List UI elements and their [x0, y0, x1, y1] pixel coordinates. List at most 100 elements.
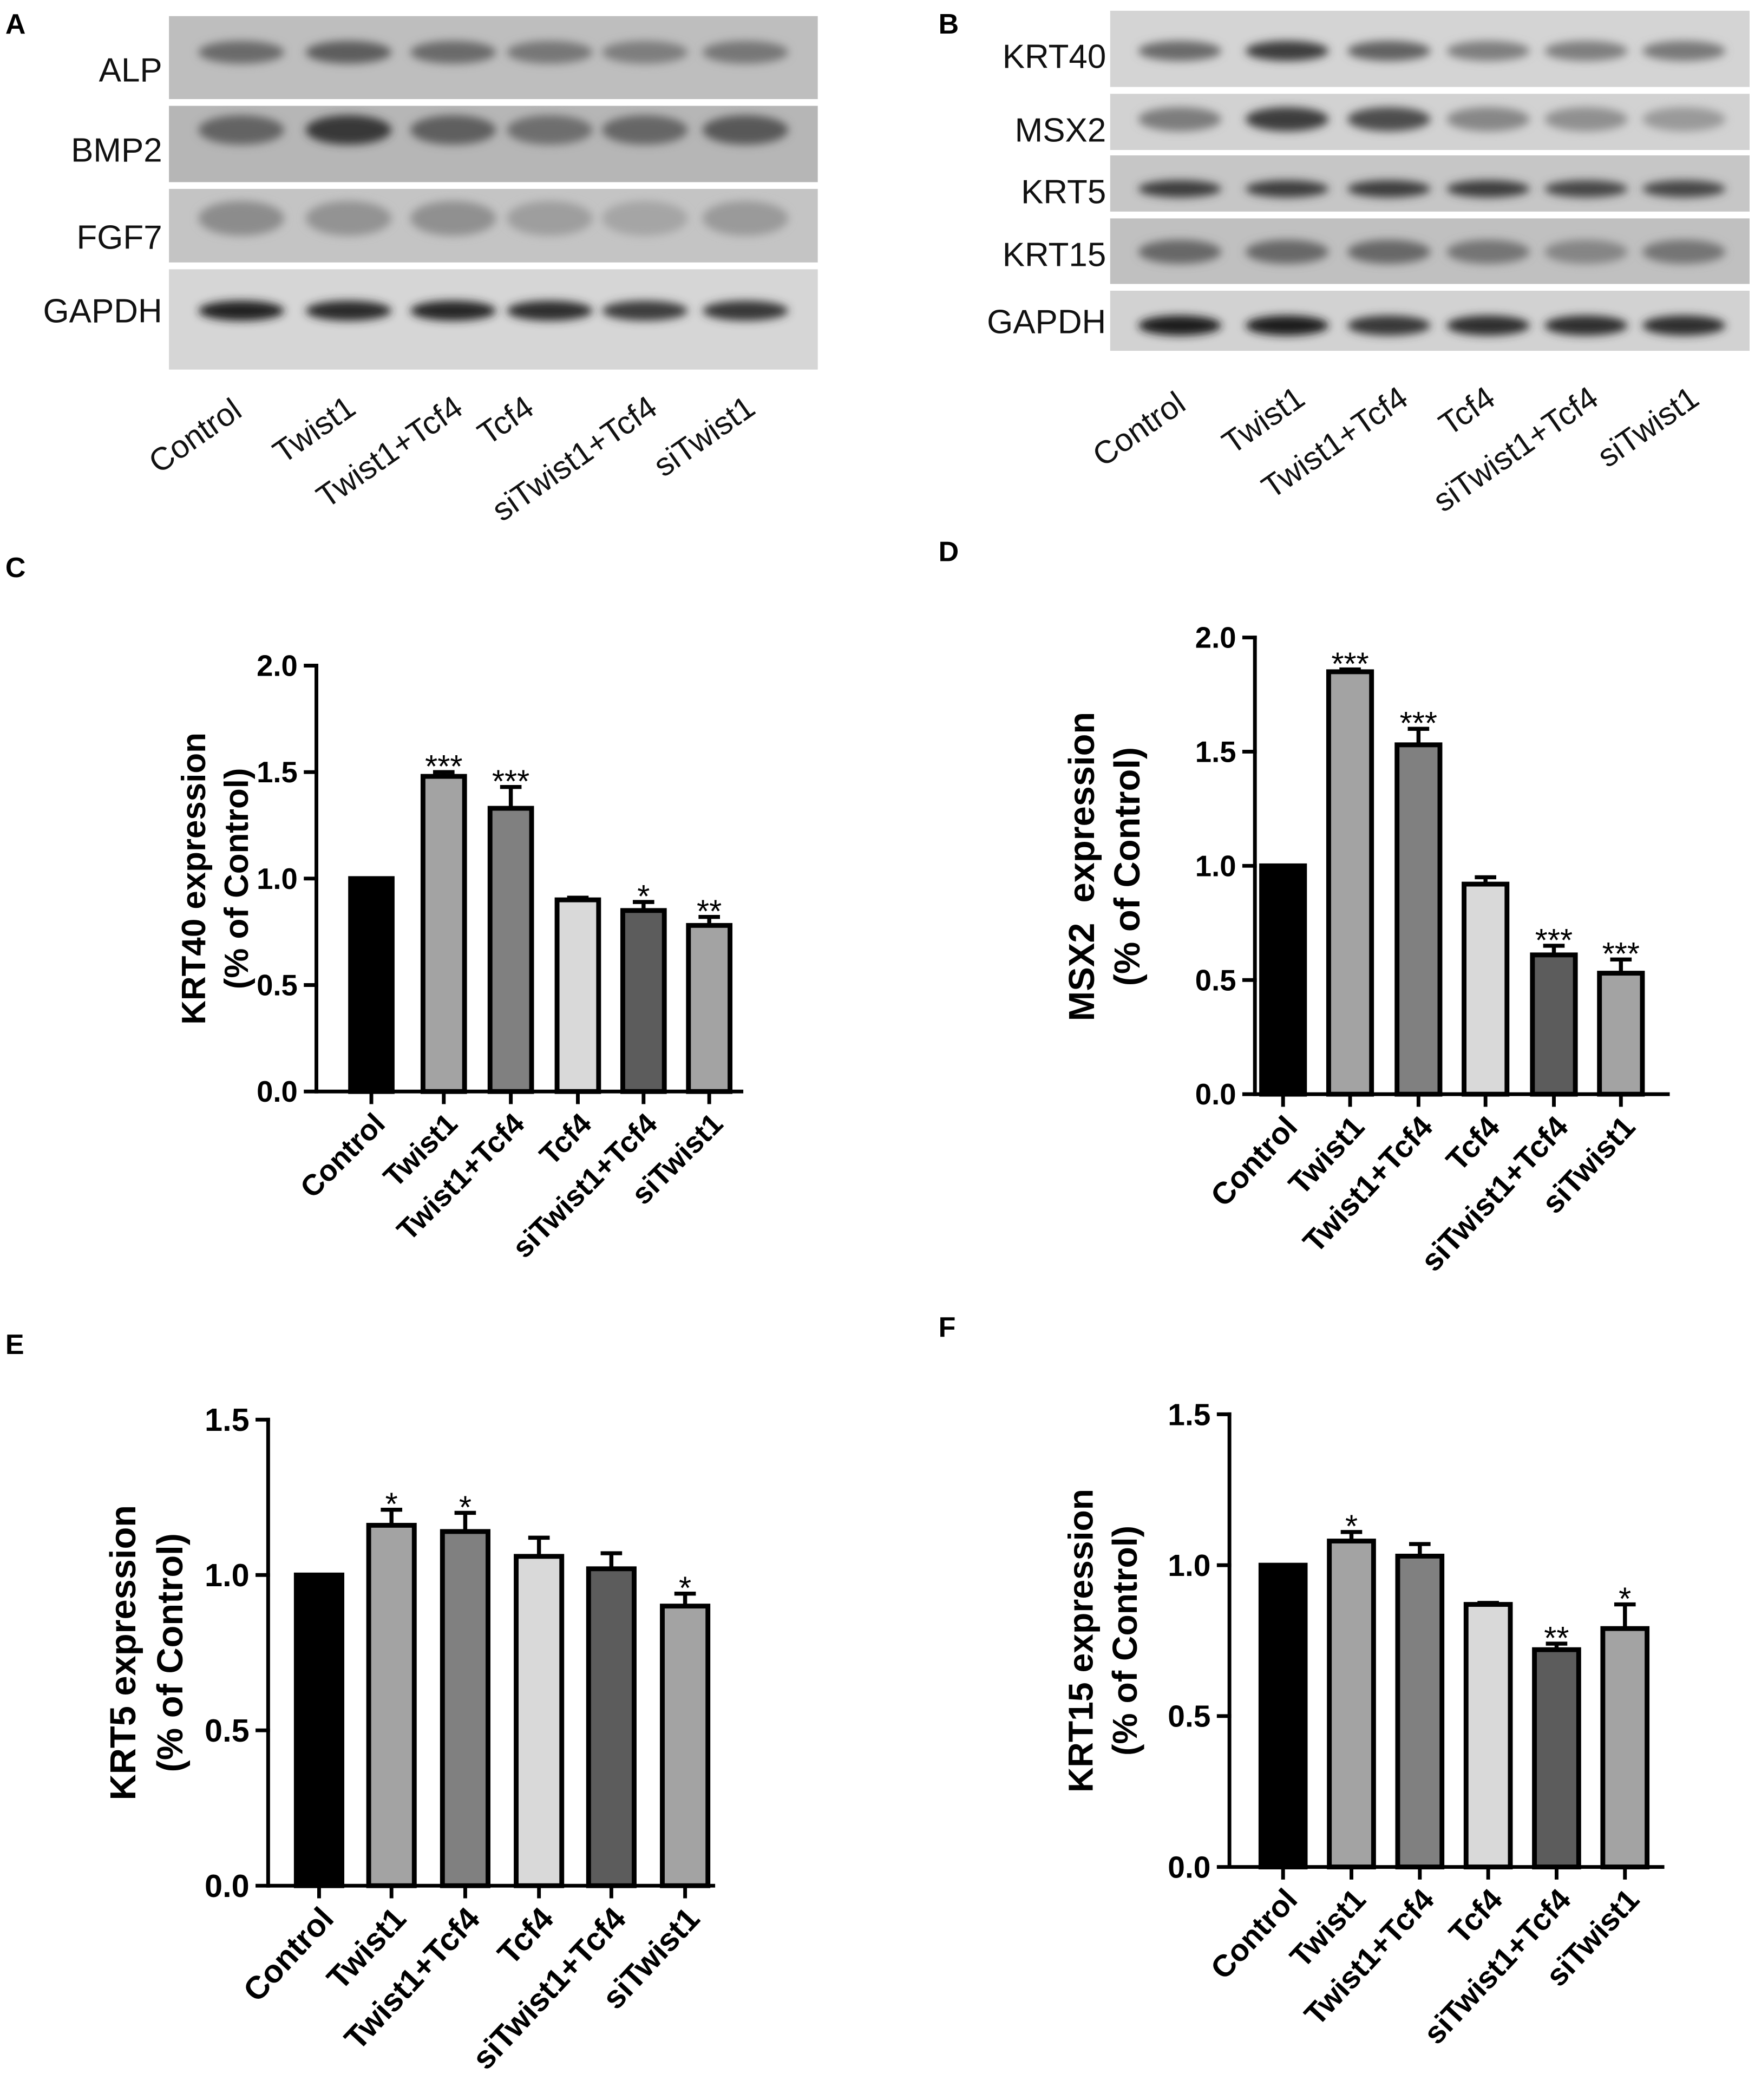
y-axis-subtitle: (% of Control) — [1105, 1526, 1144, 1756]
blot-band — [507, 41, 593, 64]
blot-band — [1138, 41, 1222, 61]
panel-d-bar-chart: D MSX2 expression (% of Control) *** *** *** *… — [939, 537, 1670, 1278]
blot-row-krt15 — [1110, 218, 1750, 284]
blot-lane-label-control: Control — [1086, 384, 1191, 474]
bar-sitwist1-tcf4 — [1530, 952, 1578, 1097]
bar-tcf4 — [1463, 1602, 1513, 1870]
blot-band — [1446, 180, 1530, 198]
blot-band — [1245, 180, 1329, 198]
blot-row-label: KRT5 — [1021, 173, 1106, 211]
panel-label: E — [5, 1329, 24, 1360]
blot-lane-label-tcf4: Tcf4 — [1432, 379, 1502, 442]
bar-control — [1258, 1562, 1308, 1870]
y-tick-label: 0.5 — [1195, 964, 1236, 997]
significance-marker: *** — [492, 763, 529, 800]
y-tick-label: 1.0 — [205, 1557, 250, 1593]
y-tick-label: 1.0 — [1195, 849, 1236, 882]
significance-marker: ** — [697, 893, 722, 930]
y-axis-subtitle: (% of Control) — [218, 768, 256, 989]
bar-sitwist1 — [1600, 1626, 1650, 1870]
blot-row-label: KRT40 — [1003, 38, 1106, 76]
bar-tcf4 — [1462, 881, 1510, 1097]
blot-row-krt40 — [1110, 10, 1750, 87]
blot-band — [702, 300, 789, 321]
blot-band — [602, 41, 688, 64]
blot-band — [410, 300, 496, 321]
y-tick-label: 2.0 — [1195, 622, 1236, 655]
blot-band — [410, 41, 496, 64]
bar-sitwist1-tcf4 — [586, 1566, 637, 1888]
panel-label: C — [5, 552, 26, 584]
blot-band — [602, 201, 688, 236]
bar-control — [1259, 863, 1307, 1097]
blot-row-label: FGF7 — [76, 219, 162, 257]
blot-row-label: KRT15 — [1003, 237, 1106, 274]
blot-band — [305, 300, 392, 321]
y-axis-title: MSX2 expression — [1062, 712, 1102, 1022]
bar-twist1-tcf4 — [1395, 1553, 1445, 1870]
blot-band — [602, 115, 688, 145]
y-tick-label: 0.5 — [205, 1712, 250, 1749]
blot-row-label: BMP2 — [71, 132, 162, 169]
blot-row-label: ALP — [99, 51, 162, 89]
blot-row-alp — [169, 16, 818, 100]
blot-strip — [169, 106, 818, 182]
y-tick-label: 1.0 — [257, 862, 298, 895]
blot-band — [1642, 239, 1726, 264]
blot-band — [1642, 180, 1726, 198]
bar-sitwist1-tcf4 — [620, 908, 667, 1094]
blot-band — [198, 41, 285, 64]
blot-band — [702, 115, 789, 145]
blot-row-msx2 — [1110, 94, 1750, 151]
panel-e-bar-chart: E KRT5 expression (% of Control) * * * 0.0 0.5 1… — [5, 1329, 716, 2076]
blot-band — [1138, 315, 1222, 336]
significance-marker: * — [1619, 1581, 1631, 1617]
y-tick-label: 0.0 — [1168, 1850, 1210, 1885]
y-tick-label: 1.5 — [205, 1402, 250, 1438]
y-tick-label: 1.5 — [1168, 1397, 1210, 1432]
significance-marker: *** — [425, 748, 462, 784]
blot-band — [507, 201, 593, 236]
blot-band — [1544, 315, 1628, 336]
blot-row-krt5 — [1110, 155, 1750, 212]
blot-band — [1347, 41, 1431, 61]
bar-control — [348, 876, 395, 1094]
blot-row-label: GAPDH — [43, 293, 162, 330]
blot-band — [1347, 180, 1431, 198]
blot-band — [507, 115, 593, 145]
bar-tcf4 — [514, 1554, 565, 1888]
panel-label: A — [5, 9, 26, 40]
y-axis-title: KRT5 expression — [103, 1505, 143, 1801]
blot-band — [198, 300, 285, 321]
blot-band — [305, 41, 392, 64]
y-tick-label: 0.0 — [257, 1075, 298, 1108]
significance-marker: * — [459, 1489, 472, 1525]
blot-row-label: MSX2 — [1015, 112, 1106, 149]
blot-band — [702, 41, 789, 64]
bar-sitwist1 — [660, 1604, 711, 1888]
x-tick-label-control: Control — [236, 1900, 340, 2009]
bar-sitwist1 — [1597, 971, 1645, 1097]
blot-band — [1245, 107, 1329, 132]
bar-twist1-tcf4 — [1394, 742, 1443, 1097]
x-tick-label-control: Control — [1204, 1882, 1304, 1986]
significance-marker: * — [1345, 1508, 1358, 1545]
blot-band — [1544, 180, 1628, 198]
blot-row-gapdh — [169, 269, 818, 370]
y-tick-label: 1.5 — [1195, 736, 1236, 769]
significance-marker: * — [679, 1570, 691, 1606]
panel-label: F — [939, 1312, 956, 1343]
blot-band — [1138, 107, 1222, 132]
blot-band — [1347, 315, 1431, 336]
y-axis-title: KRT15 expression — [1061, 1489, 1100, 1792]
blot-band — [305, 115, 392, 145]
bar-sitwist1-tcf4 — [1532, 1647, 1581, 1870]
bar-sitwist1 — [686, 923, 733, 1094]
blot-band — [1138, 180, 1222, 198]
significance-marker: * — [385, 1486, 398, 1522]
bar-twist1 — [366, 1522, 417, 1888]
